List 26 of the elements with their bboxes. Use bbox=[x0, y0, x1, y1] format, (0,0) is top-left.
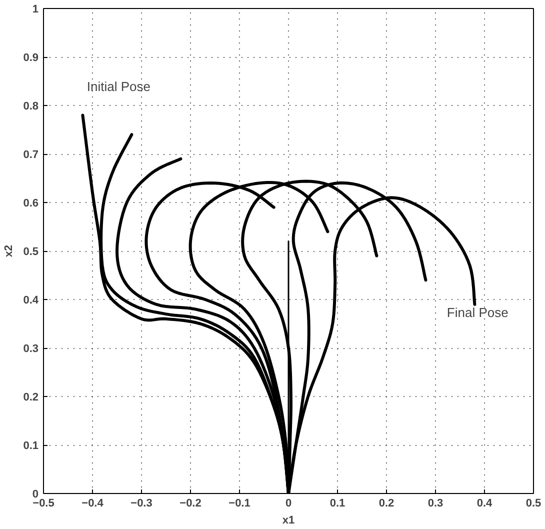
annotation: Initial Pose bbox=[86, 79, 150, 94]
y-tick-label: 0.1 bbox=[23, 440, 39, 452]
y-tick-label: 0.3 bbox=[23, 343, 39, 355]
y-axis-title: x2 bbox=[3, 244, 16, 258]
y-tick-label: 0.7 bbox=[23, 149, 39, 161]
y-tick-label: 0 bbox=[32, 488, 39, 500]
y-tick-label: 0.4 bbox=[23, 294, 40, 306]
x-tick-label: 0.2 bbox=[378, 498, 394, 510]
x-tick-label: −0.3 bbox=[130, 498, 152, 510]
y-tick-label: 0.6 bbox=[23, 198, 39, 210]
x-tick-label: 0.4 bbox=[476, 498, 494, 510]
x-tick-label: −0.1 bbox=[228, 498, 250, 510]
y-tick-label: 0.8 bbox=[23, 100, 39, 112]
y-tick-label: 0.2 bbox=[23, 392, 39, 404]
x-tick-label: 0.5 bbox=[526, 498, 542, 510]
x-tick-label: 0.3 bbox=[428, 498, 444, 510]
y-tick-label: 0.9 bbox=[23, 52, 39, 64]
x-tick-label: 0 bbox=[285, 498, 292, 510]
x-tick-label: −0.5 bbox=[32, 498, 54, 510]
x-tick-label: −0.2 bbox=[180, 498, 202, 510]
x-axis-title: x1 bbox=[282, 514, 295, 526]
x-tick-label: −0.4 bbox=[82, 498, 104, 510]
x-tick-label: 0.1 bbox=[330, 498, 346, 510]
annotation: Final Pose bbox=[446, 304, 508, 320]
y-tick-label: 1 bbox=[32, 4, 39, 16]
y-tick-label: 0.5 bbox=[23, 246, 39, 258]
